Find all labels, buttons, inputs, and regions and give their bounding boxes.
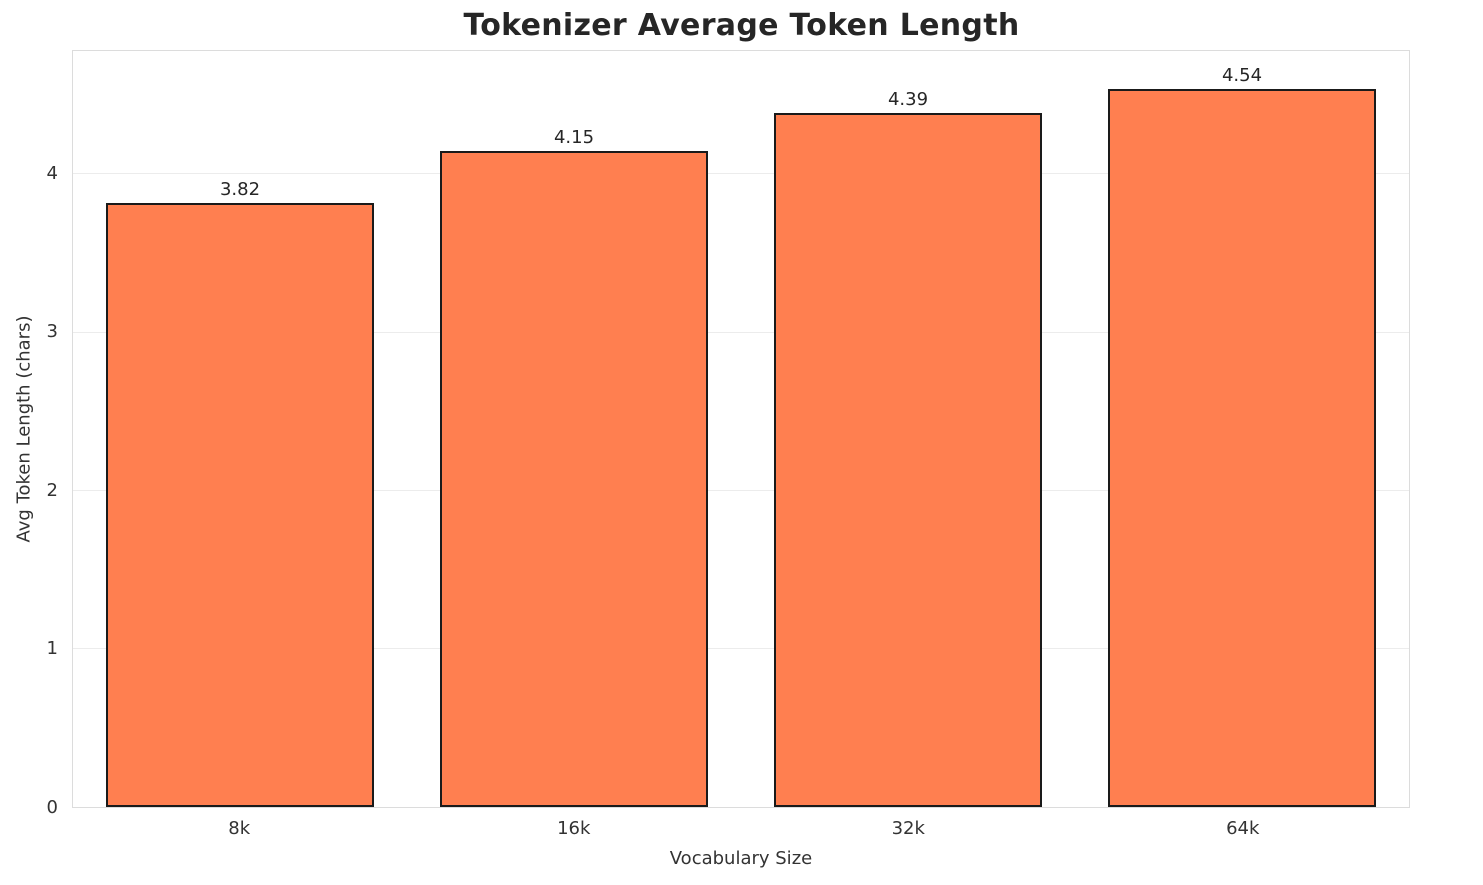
bar-value-label: 4.15	[553, 126, 595, 148]
plot-area: 3.82 4.15 4.39 4.54	[72, 50, 1410, 808]
gridline	[73, 173, 1409, 175]
y-tick-labels: 0 1 2 3 4	[0, 50, 58, 816]
bar-value-label: 3.82	[219, 178, 261, 200]
y-tick-label: 4	[46, 162, 58, 184]
y-tick-label: 0	[46, 797, 58, 818]
y-tick-label: 1	[46, 638, 58, 660]
bar-8k	[106, 202, 374, 807]
y-tick-label: 2	[46, 479, 58, 501]
bar-16k	[440, 150, 708, 807]
bar-slot: 4.39	[741, 51, 1075, 807]
x-axis-label: Vocabulary Size	[669, 848, 813, 869]
x-tick-label-8k: 8k	[228, 818, 251, 839]
gridline	[73, 647, 1409, 649]
bar-64k	[1108, 88, 1376, 807]
x-tick-labels: 8k 16k 32k 64k	[72, 808, 1410, 842]
x-tick-label-64k: 64k	[1226, 818, 1260, 839]
chart-title: Tokenizer Average Token Length	[463, 8, 1020, 43]
gridline	[73, 489, 1409, 491]
bar-slot: 4.54	[1075, 51, 1409, 807]
y-tick-label: 3	[46, 321, 58, 343]
bar-value-label: 4.54	[1221, 64, 1263, 86]
bars-container: 3.82 4.15 4.39 4.54	[73, 51, 1409, 807]
x-tick-label-32k: 32k	[891, 818, 925, 839]
x-tick-label-16k: 16k	[557, 818, 591, 839]
bar-value-label: 4.39	[887, 88, 929, 110]
gridline	[73, 331, 1409, 333]
bar-32k	[774, 112, 1042, 807]
gridlines	[73, 51, 1409, 807]
bar-slot: 3.82	[73, 51, 407, 807]
bar-slot: 4.15	[407, 51, 741, 807]
y-axis-label: Avg Token Length (chars)	[13, 315, 35, 543]
